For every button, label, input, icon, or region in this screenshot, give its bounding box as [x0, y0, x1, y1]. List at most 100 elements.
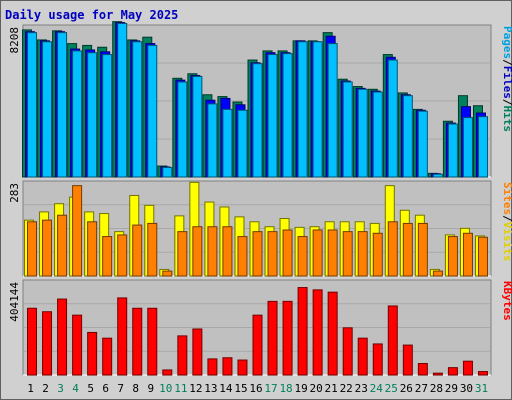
x-tick-label-day-18: 18 [279, 382, 292, 395]
legend-visits: Visits [501, 222, 512, 262]
bar-kbytes-day-4 [72, 314, 83, 376]
panel-0-legend: Pages/Files/Hits [501, 26, 512, 132]
bar-pages-day-16 [252, 63, 263, 178]
x-tick-label-day-8: 8 [132, 382, 139, 395]
bar-sites-day-14 [222, 226, 233, 277]
x-tick-label-day-2: 2 [42, 382, 49, 395]
bar-pages-day-1 [27, 32, 38, 178]
bar-kbytes-day-31 [477, 371, 488, 376]
legend-separator: / [501, 99, 512, 106]
bar-pages-day-14 [222, 108, 233, 178]
bar-sites-day-22 [342, 231, 353, 277]
bar-kbytes-day-2 [42, 311, 53, 376]
legend-files: Files [501, 66, 512, 99]
bar-kbytes-day-16 [252, 314, 263, 376]
bar-kbytes-day-14 [222, 357, 233, 376]
x-tick-label-day-6: 6 [102, 382, 109, 395]
bar-kbytes-day-19 [297, 287, 308, 376]
panel-0-ymax-label: 8208 [8, 27, 21, 54]
bar-sites-day-15 [237, 236, 248, 277]
bar-pages-day-7 [117, 22, 128, 178]
bar-sites-day-20 [312, 229, 323, 277]
x-tick-label-day-3: 3 [57, 382, 64, 395]
bar-pages-day-22 [342, 81, 353, 178]
legend-separator: / [501, 215, 512, 222]
bar-sites-day-5 [87, 221, 98, 277]
bar-kbytes-day-18 [282, 300, 293, 376]
bar-kbytes-day-9 [147, 307, 158, 376]
bar-pages-day-21 [327, 43, 338, 178]
bar-sites-day-3 [57, 214, 68, 277]
bar-kbytes-day-10 [162, 369, 173, 376]
bar-pages-day-12 [192, 75, 203, 178]
bar-sites-day-16 [252, 231, 263, 277]
bar-pages-day-20 [312, 41, 323, 178]
x-tick-label-day-12: 12 [189, 382, 202, 395]
bar-kbytes-day-17 [267, 300, 278, 376]
legend-kbytes: KBytes [501, 281, 512, 321]
bar-sites-day-19 [297, 236, 308, 277]
x-tick-label-day-24: 24 [370, 382, 384, 395]
bar-sites-day-27 [417, 222, 428, 277]
bar-kbytes-day-12 [192, 328, 203, 376]
x-tick-label-day-11: 11 [174, 382, 187, 395]
bar-pages-day-3 [57, 32, 68, 178]
bar-kbytes-day-11 [177, 335, 188, 376]
x-tick-label-day-31: 31 [475, 382, 488, 395]
bar-kbytes-day-26 [402, 344, 413, 376]
bar-pages-day-2 [42, 41, 53, 178]
bar-sites-day-10 [162, 270, 173, 277]
bar-sites-day-28 [432, 270, 443, 277]
bar-kbytes-day-21 [327, 291, 338, 376]
bar-pages-day-23 [357, 88, 368, 178]
bar-pages-day-4 [72, 50, 83, 178]
bar-kbytes-day-20 [312, 289, 323, 376]
x-tick-label-day-27: 27 [415, 382, 428, 395]
bar-sites-day-17 [267, 231, 278, 277]
bar-pages-day-5 [87, 52, 98, 178]
bar-sites-day-11 [177, 231, 188, 277]
x-tick-label-day-21: 21 [325, 382, 338, 395]
bar-kbytes-day-3 [57, 298, 68, 376]
bar-pages-day-25 [387, 59, 398, 178]
bar-kbytes-day-15 [237, 359, 248, 376]
bar-pages-day-13 [207, 103, 218, 178]
bar-kbytes-day-1 [27, 307, 38, 376]
legend-pages: Pages [501, 26, 512, 59]
bar-kbytes-day-22 [342, 327, 353, 376]
bar-pages-day-8 [132, 41, 143, 178]
bar-pages-day-27 [417, 110, 428, 178]
bar-sites-day-1 [27, 221, 38, 277]
bar-sites-day-24 [372, 232, 383, 277]
bar-kbytes-day-23 [357, 337, 368, 376]
bar-sites-day-12 [192, 226, 203, 277]
bar-kbytes-day-6 [102, 337, 113, 376]
bar-sites-day-26 [402, 222, 413, 277]
bar-sites-day-4 [72, 185, 83, 277]
x-tick-label-day-16: 16 [249, 382, 262, 395]
legend-separator: / [501, 59, 512, 66]
x-tick-label-day-25: 25 [385, 382, 398, 395]
bar-pages-day-30 [462, 117, 473, 178]
panel-2-legend: KBytes [501, 281, 512, 321]
x-tick-label-day-29: 29 [445, 382, 458, 395]
bar-kbytes-day-30 [462, 360, 473, 376]
bar-pages-day-29 [447, 123, 458, 178]
bar-sites-day-31 [477, 236, 488, 277]
x-tick-label-day-1: 1 [27, 382, 34, 395]
bar-sites-day-25 [387, 221, 398, 277]
x-tick-label-day-28: 28 [430, 382, 443, 395]
bar-sites-day-7 [117, 234, 128, 277]
chart-title: Daily usage for May 2025 [5, 8, 179, 22]
bar-pages-day-15 [237, 109, 248, 178]
x-tick-label-day-30: 30 [460, 382, 473, 395]
x-tick-label-day-17: 17 [264, 382, 277, 395]
bar-kbytes-day-29 [447, 367, 458, 376]
bar-sites-day-18 [282, 229, 293, 277]
bar-kbytes-day-8 [132, 307, 143, 376]
bar-pages-day-28 [432, 173, 443, 178]
x-tick-label-day-22: 22 [340, 382, 353, 395]
bar-sites-day-29 [447, 236, 458, 277]
bar-pages-day-10 [162, 166, 173, 178]
